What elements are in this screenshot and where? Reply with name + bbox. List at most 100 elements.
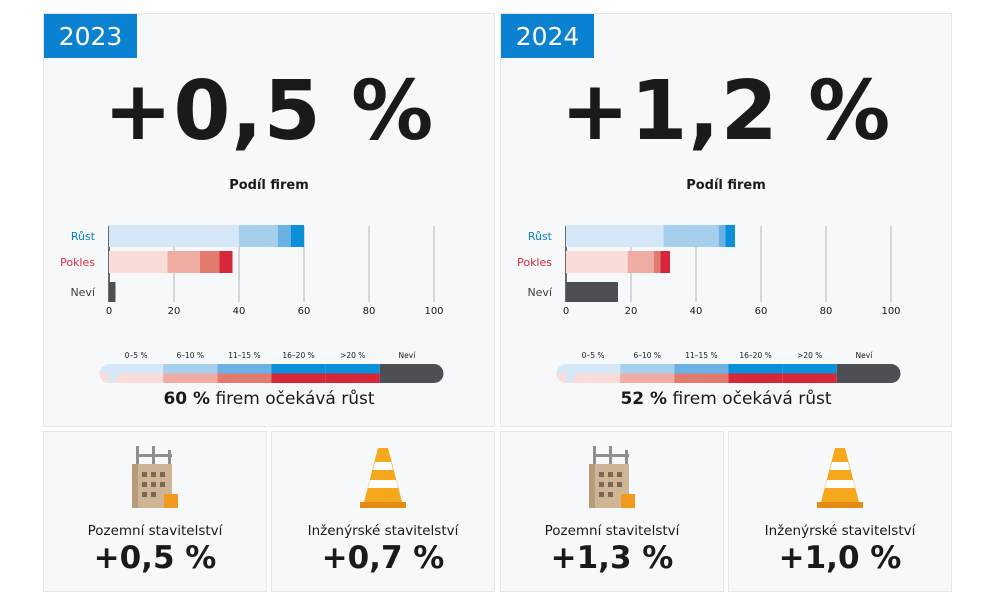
traffic-cone-icon [360,448,406,508]
chart-subtitle: Podíl firem [686,178,766,193]
sector-card-building-2024: Pozemní stavitelství +1,3 % [500,431,724,592]
legend-swatch-growth [325,364,380,374]
legend-swatch-decline [109,373,164,383]
bar-segment [167,251,200,273]
bar-segment [566,251,628,273]
chart-legend: 0–5 % 6–10 % 11–15 % 16–20 % >20 % Neví [99,351,444,383]
sector-label: Pozemní stavitelství [87,523,223,539]
x-tick-label: 20 [625,306,638,317]
year-badge: 2024 [501,14,594,58]
sector-label: Inženýrské stavitelství [307,523,459,539]
legend-swatch-growth [674,364,729,374]
bar-segment [278,225,291,247]
y-category-label: Neví [70,286,96,299]
traffic-cone-icon [817,448,863,508]
x-tick-label: 0 [106,306,112,317]
legend-swatch-decline [620,373,675,383]
legend-swatch-unknown [379,364,434,383]
year-badge: 2023 [44,14,137,58]
legend-label: 0–5 % [125,351,148,360]
bar-segment [566,282,618,302]
sector-label: Inženýrské stavitelství [764,523,916,539]
panel-2023: 2023 +0,5 % Podíl firem Růst Pokles Neví 0… [43,13,495,427]
legend-swatch-growth [163,364,218,374]
legend-swatch-growth [271,364,326,374]
chart-bars [566,225,735,302]
x-tick-label: 40 [233,306,246,317]
headline-value: +1,2 % [560,64,892,159]
legend-swatch-growth [782,364,837,374]
legend-swatch-decline [782,373,837,383]
x-tick-label: 20 [168,306,181,317]
legend-swatch-decline [271,373,326,383]
legend-cap-right [424,364,444,383]
bar-segment [109,282,116,302]
legend-swatch-decline [566,373,621,383]
legend-label: 11–15 % [685,351,717,360]
summary-text: 60 % firem očekává růst [44,389,494,409]
summary-text: 52 % firem očekává růst [501,389,951,409]
legend-label: >20 % [797,351,822,360]
legend-swatch-decline [217,373,272,383]
y-category-label: Pokles [517,256,552,269]
x-tick-label: 60 [755,306,768,317]
chart-legend: 0–5 % 6–10 % 11–15 % 16–20 % >20 % Neví [556,351,901,383]
legend-swatch-growth [620,364,675,374]
x-tick-label: 40 [690,306,703,317]
bar-segment [653,251,661,273]
headline-value: +0,5 % [103,64,435,159]
bar-segment [291,225,304,247]
legend-swatch-growth [109,364,164,374]
legend-cap-left-decline [556,373,566,383]
legend-label: 16–20 % [282,351,314,360]
summary-percent: 60 % [163,389,211,409]
summary-percent: 52 % [620,389,668,409]
legend-swatch-growth [728,364,783,374]
x-tick-label: 60 [298,306,311,317]
sector-value: +1,3 % [550,540,674,576]
bar-segment [239,225,278,247]
building-construction-icon [132,446,178,508]
legend-swatch-growth [217,364,272,374]
share-chart: Růst Pokles Neví 0 20 40 60 80 100 0–5 % 6–10 % 1… [517,225,901,383]
legend-label: >20 % [340,351,365,360]
legend-swatch-decline [325,373,380,383]
bar-segment [109,251,168,273]
legend-swatch-decline [674,373,729,383]
summary-rest: firem očekává růst [215,389,375,409]
x-tick-label: 80 [363,306,376,317]
summary-rest: firem očekává růst [672,389,832,409]
x-tick-label: 0 [563,306,569,317]
building-construction-icon [589,446,635,508]
y-category-label: Pokles [60,256,95,269]
y-category-label: Růst [71,230,96,243]
y-category-label: Neví [527,286,553,299]
chart-bars [109,225,304,302]
x-tick-label: 80 [820,306,833,317]
bar-segment [725,225,735,247]
legend-cap-left-decline [99,373,109,383]
legend-cap-right [881,364,901,383]
legend-label: 0–5 % [582,351,605,360]
sector-card-building-2023: Pozemní stavitelství +0,5 % [43,431,267,592]
legend-swatch-decline [163,373,218,383]
sector-card-civil-2023: Inženýrské stavitelství +0,7 % [271,431,495,592]
bar-segment [109,225,239,247]
legend-label: Neví [399,351,417,360]
sector-value: +1,0 % [778,540,902,576]
y-category-label: Růst [528,230,553,243]
chart-subtitle: Podíl firem [229,178,309,193]
legend-label: Neví [856,351,874,360]
legend-label: 11–15 % [228,351,260,360]
bar-segment [566,225,664,247]
bar-segment [663,225,719,247]
sector-value: +0,7 % [321,540,445,576]
legend-label: 16–20 % [739,351,771,360]
bar-segment [718,225,726,247]
legend-label: 6–10 % [633,351,661,360]
sector-label: Pozemní stavitelství [544,523,680,539]
legend-swatch-unknown [836,364,891,383]
sector-card-civil-2024: Inženýrské stavitelství +1,0 % [728,431,952,592]
legend-swatch-decline [728,373,783,383]
x-tick-label: 100 [881,306,900,317]
